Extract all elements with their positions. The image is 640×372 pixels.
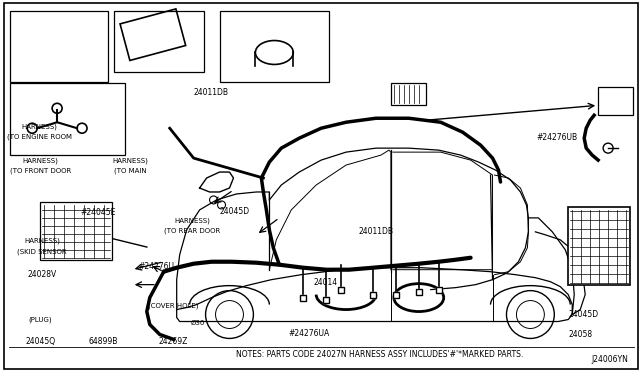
- Text: (TO ENGINE ROOM: (TO ENGINE ROOM: [7, 134, 72, 140]
- Text: 24058: 24058: [568, 330, 593, 339]
- Text: NOTES: PARTS CODE 24027N HARNESS ASSY INCLUDES'#'*MARKED PARTS.: NOTES: PARTS CODE 24027N HARNESS ASSY IN…: [236, 350, 524, 359]
- Text: HARNESS): HARNESS): [175, 218, 211, 224]
- Text: 24045D: 24045D: [219, 208, 249, 217]
- Bar: [568, 207, 630, 285]
- Text: #24276U: #24276U: [138, 262, 174, 271]
- Text: HARNESS): HARNESS): [21, 124, 57, 130]
- Text: (SKID SENSOR: (SKID SENSOR: [17, 249, 67, 255]
- Text: (COVER HOLE): (COVER HOLE): [148, 302, 198, 309]
- Text: #24276UB: #24276UB: [536, 133, 578, 142]
- Text: 24045Q: 24045Q: [26, 337, 56, 346]
- Bar: [120, 9, 186, 61]
- Text: #24276UA: #24276UA: [288, 329, 329, 338]
- Bar: [598, 87, 633, 115]
- Text: (TO REAR DOOR: (TO REAR DOOR: [164, 228, 220, 234]
- Text: Ø30: Ø30: [191, 320, 205, 326]
- Bar: [220, 11, 329, 82]
- Bar: [255, 39, 293, 67]
- Text: HARNESS): HARNESS): [24, 238, 60, 244]
- Bar: [10, 11, 108, 82]
- Text: HARNESS): HARNESS): [112, 158, 148, 164]
- Text: J24006YN: J24006YN: [591, 355, 628, 364]
- Text: (PLUG): (PLUG): [29, 317, 52, 323]
- Text: 64899B: 64899B: [88, 337, 118, 346]
- Text: 24011DB: 24011DB: [358, 227, 393, 236]
- Text: 24269Z: 24269Z: [159, 337, 188, 346]
- Bar: [40, 202, 112, 260]
- Bar: [10, 83, 125, 155]
- Bar: [114, 11, 204, 73]
- Text: 24045D: 24045D: [568, 311, 598, 320]
- Text: 24028V: 24028V: [28, 270, 56, 279]
- Text: #24045E: #24045E: [80, 208, 115, 217]
- Bar: [391, 83, 426, 105]
- Text: HARNESS): HARNESS): [22, 158, 58, 164]
- Text: 24014: 24014: [314, 278, 338, 287]
- Text: (TO MAIN: (TO MAIN: [113, 168, 146, 174]
- Text: 24011DB: 24011DB: [194, 88, 228, 97]
- Text: (TO FRONT DOOR: (TO FRONT DOOR: [10, 168, 71, 174]
